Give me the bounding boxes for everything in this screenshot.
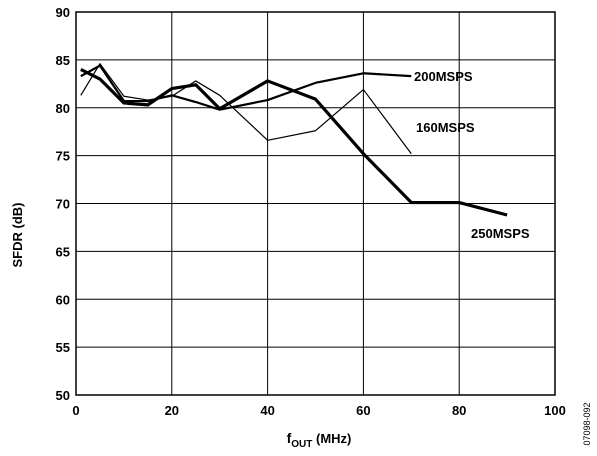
y-tick-label-60: 60 [56, 292, 70, 307]
series-line-160msps [80, 63, 412, 155]
x-tick-labels: 0 20 40 60 80 100 [72, 403, 565, 418]
x-tick-label-100: 100 [544, 403, 566, 418]
y-tick-label-85: 85 [56, 53, 70, 68]
y-tick-label-65: 65 [56, 244, 70, 259]
y-tick-label-55: 55 [56, 340, 70, 355]
y-tick-label-70: 70 [56, 197, 70, 212]
x-axis-title-suffix: (MHz) [312, 431, 351, 446]
x-tick-label-40: 40 [260, 403, 274, 418]
x-tick-label-0: 0 [72, 403, 79, 418]
x-tick-label-60: 60 [356, 403, 370, 418]
y-tick-label-75: 75 [56, 149, 70, 164]
series-line-200msps [80, 64, 412, 111]
series-lines [80, 63, 508, 217]
series-label-250msps: 250MSPS [471, 226, 530, 241]
x-axis-title-subscript: OUT [291, 439, 312, 450]
y-axis-title: SFDR (dB) [10, 203, 25, 268]
y-tick-label-80: 80 [56, 101, 70, 116]
grid-lines [75, 11, 556, 396]
x-axis-title: fOUT (MHz) [287, 430, 352, 450]
y-tick-labels: 50 55 60 65 70 75 80 85 90 [56, 5, 70, 403]
y-tick-label-50: 50 [56, 388, 70, 403]
series-label-160msps: 160MSPS [416, 120, 475, 135]
series-line-250msps [80, 68, 508, 217]
x-tick-label-20: 20 [165, 403, 179, 418]
x-tick-label-80: 80 [452, 403, 466, 418]
x-axis-title-main: f [287, 430, 292, 446]
series-label-200msps: 200MSPS [414, 69, 473, 84]
plot-frame [75, 11, 556, 396]
figure-id: 07098-092 [582, 402, 592, 445]
series-labels: 200MSPS 160MSPS 250MSPS [414, 69, 530, 241]
y-tick-label-90: 90 [56, 5, 70, 20]
